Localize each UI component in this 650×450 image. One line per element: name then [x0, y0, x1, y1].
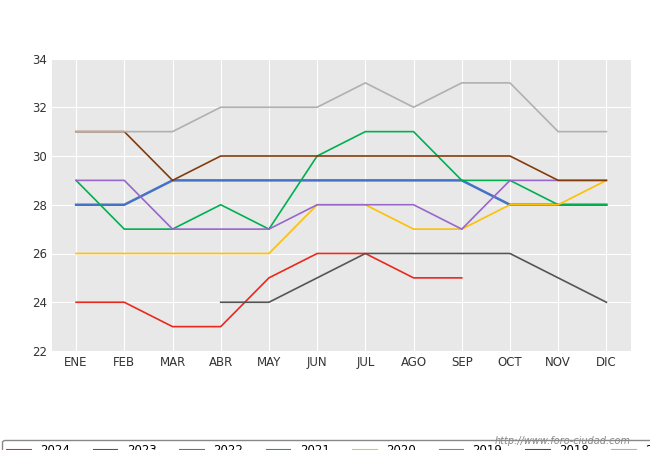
Text: Afiliados en Amavida a 30/9/2024: Afiliados en Amavida a 30/9/2024	[173, 18, 477, 36]
Text: http://www.foro-ciudad.com: http://www.foro-ciudad.com	[495, 436, 630, 446]
Legend: 2024, 2023, 2022, 2021, 2020, 2019, 2018, 2017: 2024, 2023, 2022, 2021, 2020, 2019, 2018…	[3, 440, 650, 450]
